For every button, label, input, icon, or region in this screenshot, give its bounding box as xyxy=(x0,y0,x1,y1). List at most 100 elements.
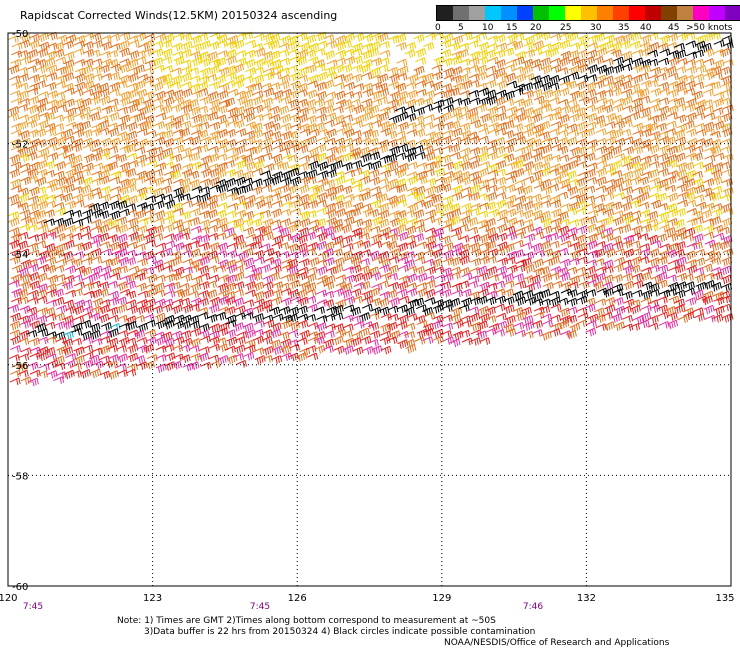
wind-barb xyxy=(496,80,508,90)
wind-barb xyxy=(559,307,571,318)
wind-barb xyxy=(109,71,121,81)
wind-barb xyxy=(620,115,632,125)
wind-barb xyxy=(351,48,363,56)
wind-barb xyxy=(9,255,21,265)
wind-barb xyxy=(36,352,48,362)
wind-barb xyxy=(639,209,651,218)
wind-barb xyxy=(343,337,355,348)
wind-barb xyxy=(181,104,193,114)
wind-barb xyxy=(459,66,471,75)
wind-barb xyxy=(119,47,131,58)
wind-barb xyxy=(269,82,281,90)
wind-barb xyxy=(722,153,734,163)
wind-barb xyxy=(179,354,191,363)
wind-barb xyxy=(416,288,428,298)
legend-swatch xyxy=(485,6,501,20)
wind-barb xyxy=(54,161,66,171)
wind-barb xyxy=(683,74,695,83)
wind-barb xyxy=(209,218,221,226)
wind-barb xyxy=(8,304,20,313)
wind-barb xyxy=(512,160,524,169)
wind-barb xyxy=(595,176,607,187)
wind-barb xyxy=(712,224,724,234)
wind-barb xyxy=(568,65,580,76)
wind-barb xyxy=(10,297,22,305)
wind-barb xyxy=(224,129,236,138)
wind-barb xyxy=(494,136,506,146)
wind-barb xyxy=(569,194,581,203)
wind-barb xyxy=(245,146,257,156)
wind-barb xyxy=(360,152,372,163)
wind-barb xyxy=(405,113,417,122)
wind-barb xyxy=(281,139,293,150)
wind-barb xyxy=(367,137,379,147)
wind-barb xyxy=(190,51,201,60)
wind-barb xyxy=(61,251,73,261)
wind-barb xyxy=(270,258,282,267)
wind-barb xyxy=(90,218,102,228)
wind-barb xyxy=(367,147,379,156)
wind-barb xyxy=(100,265,112,275)
wind-barb xyxy=(92,208,104,219)
wind-barb xyxy=(657,178,669,189)
wind-barb xyxy=(416,175,428,185)
wind-barb xyxy=(46,143,58,152)
wind-barb xyxy=(371,191,383,201)
wind-barb xyxy=(710,251,722,259)
wind-barb xyxy=(397,304,409,313)
wind-barb xyxy=(674,241,686,251)
wind-barb xyxy=(161,247,173,257)
wind-barb xyxy=(449,216,461,226)
wind-barb xyxy=(485,79,497,89)
wind-barb xyxy=(70,143,82,153)
wind-barb xyxy=(116,248,128,257)
wind-barb xyxy=(611,274,623,283)
wind-barb xyxy=(505,208,517,218)
wind-barb xyxy=(262,129,274,140)
wind-barb xyxy=(711,271,723,281)
wind-barb xyxy=(719,295,731,304)
wind-barb xyxy=(146,226,158,236)
wind-barb xyxy=(116,314,128,323)
wind-barb xyxy=(531,88,543,98)
wind-barb xyxy=(540,81,552,92)
wind-barb xyxy=(108,290,120,300)
wind-barb xyxy=(586,96,598,105)
wind-barb xyxy=(10,345,22,353)
wind-barb xyxy=(593,80,605,89)
wind-barb xyxy=(359,265,371,275)
wind-barb xyxy=(721,81,733,91)
wind-barb xyxy=(79,168,91,176)
wind-barb xyxy=(234,305,246,314)
wind-barb xyxy=(584,266,596,275)
legend-label: 25 xyxy=(560,23,572,33)
wind-barb xyxy=(170,170,182,180)
wind-barb xyxy=(523,321,535,331)
wind-barb xyxy=(423,275,435,283)
wind-barb xyxy=(604,121,616,129)
wind-barb xyxy=(188,170,200,180)
wind-barb xyxy=(107,328,119,338)
wind-barb xyxy=(655,122,667,132)
wind-barb xyxy=(117,106,129,115)
wind-barb xyxy=(262,218,274,228)
wind-barb xyxy=(451,282,463,292)
wind-barb xyxy=(260,264,272,273)
wind-barb xyxy=(20,281,32,291)
wind-barb xyxy=(263,121,275,131)
wind-barb xyxy=(181,250,193,258)
wind-barb xyxy=(577,312,589,321)
wind-barb xyxy=(136,361,148,370)
wind-barb xyxy=(415,57,427,65)
wind-barb xyxy=(143,266,155,275)
wind-barb xyxy=(605,136,617,146)
wind-barb xyxy=(532,169,544,180)
wind-barb xyxy=(74,67,86,77)
wind-barb xyxy=(702,88,714,97)
wind-barb xyxy=(11,50,23,58)
wind-barb xyxy=(503,243,515,253)
wind-barb xyxy=(405,41,417,51)
wind-barb xyxy=(16,66,28,75)
wind-barb xyxy=(198,226,210,235)
wind-barb xyxy=(349,151,361,161)
